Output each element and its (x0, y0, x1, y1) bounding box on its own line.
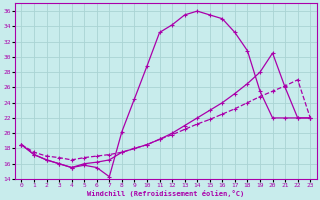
X-axis label: Windchill (Refroidissement éolien,°C): Windchill (Refroidissement éolien,°C) (87, 190, 244, 197)
